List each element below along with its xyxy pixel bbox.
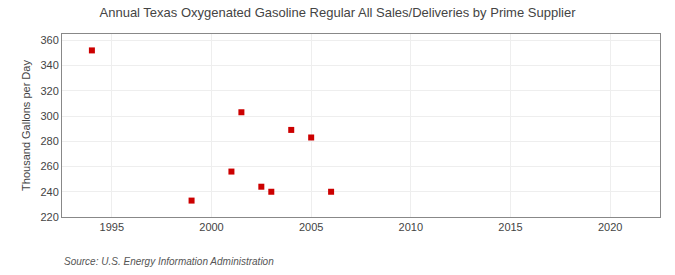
svg-text:340: 340: [40, 59, 58, 71]
svg-text:2020: 2020: [598, 221, 622, 233]
svg-text:2010: 2010: [399, 221, 423, 233]
svg-text:Source: U.S. Energy Informatio: Source: U.S. Energy Information Administ…: [64, 256, 274, 267]
svg-text:2015: 2015: [498, 221, 522, 233]
svg-text:220: 220: [40, 211, 58, 223]
svg-text:300: 300: [40, 110, 58, 122]
svg-text:260: 260: [40, 160, 58, 172]
svg-text:1995: 1995: [100, 221, 124, 233]
svg-text:Annual Texas Oxygenated Gasoli: Annual Texas Oxygenated Gasoline Regular…: [100, 5, 577, 20]
svg-text:320: 320: [40, 85, 58, 97]
svg-text:2005: 2005: [299, 221, 323, 233]
svg-text:280: 280: [40, 135, 58, 147]
svg-text:240: 240: [40, 186, 58, 198]
svg-text:360: 360: [40, 34, 58, 46]
svg-text:2000: 2000: [199, 221, 223, 233]
svg-text:Thousand Gallons per Day: Thousand Gallons per Day: [20, 60, 32, 191]
